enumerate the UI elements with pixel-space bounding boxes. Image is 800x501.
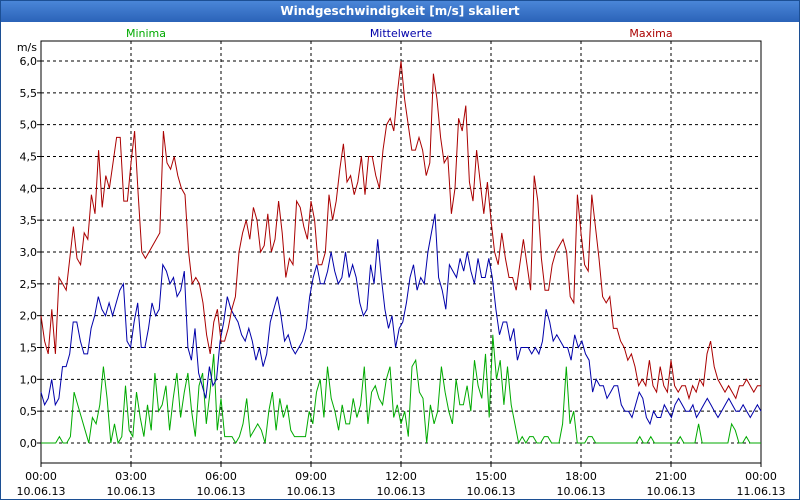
y-tick-label: 4,5 <box>20 151 38 164</box>
y-tick-label: 5,0 <box>20 119 38 132</box>
x-tick-label-date: 10.06.13 <box>107 485 156 498</box>
x-tick-label-time: 03:00 <box>115 470 147 483</box>
x-tick-label-date: 10.06.13 <box>557 485 606 498</box>
x-tick-label-time: 12:00 <box>385 470 417 483</box>
legend-mittelwerte: Mittelwerte <box>370 27 433 40</box>
y-tick-label: 3,5 <box>20 214 38 227</box>
y-tick-label: 1,0 <box>20 373 38 386</box>
legend-maxima: Maxima <box>629 27 672 40</box>
x-tick-label-date: 10.06.13 <box>467 485 516 498</box>
legend-minima: Minima <box>126 27 166 40</box>
x-tick-label-date: 10.06.13 <box>377 485 426 498</box>
x-tick-label-time: 21:00 <box>655 470 687 483</box>
y-tick-label: 2,0 <box>20 310 38 323</box>
y-tick-label: 3,0 <box>20 246 38 259</box>
x-tick-label-date: 10.06.13 <box>287 485 336 498</box>
x-tick-label-time: 06:00 <box>205 470 237 483</box>
series-line-minima <box>41 334 761 445</box>
series-line-mittelwerte <box>40 213 762 426</box>
x-tick-label-time: 00:00 <box>25 470 57 483</box>
x-tick-label-date: 10.06.13 <box>647 485 696 498</box>
y-tick-label: 1,5 <box>20 342 38 355</box>
series-line-maxima <box>40 60 761 401</box>
x-tick-label-time: 18:00 <box>565 470 597 483</box>
x-tick-label-time: 09:00 <box>295 470 327 483</box>
y-tick-label: 2,5 <box>20 278 38 291</box>
chart-title: Windgeschwindigkeit [m/s] skaliert <box>1 1 799 22</box>
x-tick-label-time: 15:00 <box>475 470 507 483</box>
y-tick-label: 4,0 <box>20 182 38 195</box>
y-tick-label: 5,5 <box>20 87 38 100</box>
x-tick-label-date: 10.06.13 <box>197 485 246 498</box>
y-tick-label: 6,0 <box>20 55 38 68</box>
y-tick-label: 0,0 <box>20 437 38 450</box>
x-tick-label-time: 00:00 <box>745 470 777 483</box>
x-tick-label-date: 10.06.13 <box>17 485 66 498</box>
x-tick-label-date: 11.06.13 <box>737 485 786 498</box>
y-axis-label: m/s <box>17 41 37 54</box>
y-tick-label: 0,5 <box>20 405 38 418</box>
